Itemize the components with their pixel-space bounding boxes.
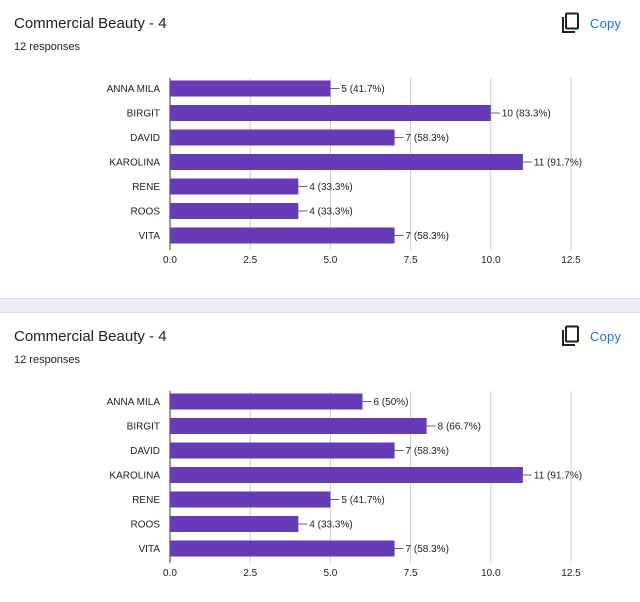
copy-icon — [562, 12, 579, 33]
data-label: 11 (91.7%) — [534, 158, 582, 169]
bar — [170, 203, 299, 219]
bar — [170, 418, 427, 434]
data-label: 7 (58.3%) — [406, 133, 449, 144]
x-tick-label: 0.0 — [163, 568, 177, 579]
copy-button[interactable]: Copy — [561, 12, 621, 34]
x-tick-label: 0.0 — [163, 255, 177, 266]
category-label: ROOS — [131, 520, 161, 531]
category-label: VITA — [139, 544, 161, 555]
x-tick-label: 5.0 — [323, 568, 337, 579]
bar — [170, 129, 395, 146]
x-tick-label: 2.5 — [243, 255, 257, 266]
bar — [170, 154, 523, 170]
category-label: DAVID — [130, 446, 160, 457]
response-count: 12 responses — [14, 41, 81, 53]
chart-card: Commercial Beauty - 4 12 responses Copy … — [0, 313, 640, 602]
response-count: 12 responses — [14, 354, 81, 366]
x-tick-label: 10.0 — [481, 255, 501, 266]
data-label: 5 (41.7%) — [341, 84, 384, 95]
category-label: KAROLINA — [109, 158, 160, 169]
bar — [170, 540, 395, 557]
x-tick-label: 7.5 — [404, 255, 418, 266]
data-label: 7 (58.3%) — [406, 231, 449, 242]
x-tick-label: 5.0 — [323, 255, 337, 266]
category-label: ANNA MILA — [107, 84, 161, 95]
data-label: 4 (33.3%) — [309, 207, 352, 218]
x-tick-label: 12.5 — [561, 255, 581, 266]
copy-label: Copy — [590, 15, 622, 31]
data-label: 6 (50%) — [373, 397, 408, 408]
chart-card: Commercial Beauty - 4 12 responses Copy … — [0, 0, 640, 298]
chart-title: Commercial Beauty - 4 — [14, 15, 167, 32]
bar-chart: 0.0 2.5 5.0 7.5 10.0 12.5 ANNA MILA 5 (41.7%) BI… — [107, 78, 582, 266]
bar-chart: 0.0 2.5 5.0 7.5 10.0 12.5 ANNA MILA 6 (50%) BIRG… — [107, 391, 582, 579]
bar — [170, 467, 523, 483]
bar — [170, 442, 395, 459]
category-label: BIRGIT — [127, 109, 160, 120]
card-divider — [0, 298, 640, 313]
x-tick-label: 12.5 — [561, 568, 581, 579]
x-tick-label: 2.5 — [243, 568, 257, 579]
data-label: 8 (66.7%) — [438, 422, 481, 433]
x-tick-label: 7.5 — [404, 568, 418, 579]
category-label: RENE — [132, 495, 160, 506]
bar — [170, 516, 299, 532]
data-label: 10 (83.3%) — [502, 109, 551, 120]
category-label: ANNA MILA — [107, 397, 161, 408]
bar — [170, 491, 331, 508]
category-label: ROOS — [131, 207, 161, 218]
category-label: RENE — [132, 182, 160, 193]
x-tick-label: 10.0 — [481, 568, 501, 579]
data-label: 11 (91.7%) — [534, 471, 582, 482]
bar — [170, 393, 363, 410]
data-label: 7 (58.3%) — [406, 446, 449, 457]
bar — [170, 105, 491, 121]
copy-label: Copy — [590, 328, 622, 344]
copy-icon — [562, 325, 579, 346]
copy-button[interactable]: Copy — [561, 325, 621, 347]
category-label: BIRGIT — [127, 422, 160, 433]
data-label: 4 (33.3%) — [309, 182, 352, 193]
bar — [170, 80, 331, 97]
chart-title: Commercial Beauty - 4 — [14, 328, 167, 345]
category-label: DAVID — [130, 133, 160, 144]
bar — [170, 227, 395, 244]
category-label: VITA — [139, 231, 161, 242]
data-label: 4 (33.3%) — [309, 520, 352, 531]
data-label: 5 (41.7%) — [341, 495, 384, 506]
bar — [170, 178, 299, 195]
category-label: KAROLINA — [109, 471, 160, 482]
data-label: 7 (58.3%) — [406, 544, 449, 555]
